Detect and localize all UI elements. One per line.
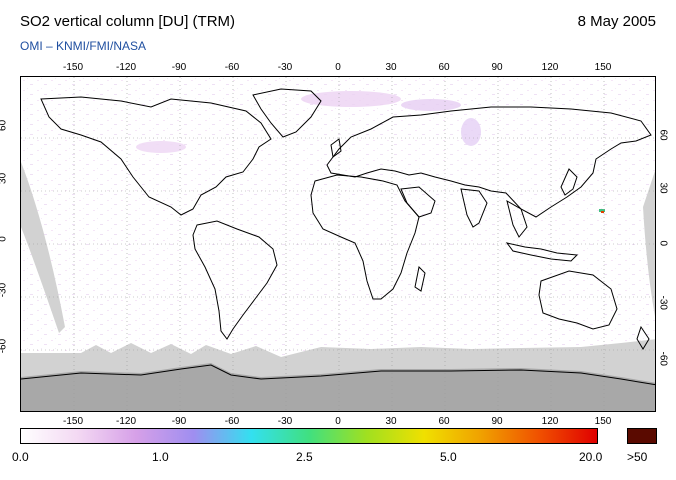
so2-patch: [136, 141, 186, 153]
lon-label-bottom: -90: [171, 416, 187, 427]
lat-label-left: 60: [0, 119, 9, 131]
so2-patch: [461, 118, 481, 146]
lon-label-top: -150: [62, 62, 84, 73]
lon-label-bottom: -120: [115, 416, 137, 427]
lon-label-bottom: -30: [277, 416, 293, 427]
lon-label-bottom: 150: [594, 416, 612, 427]
so2-map: [20, 76, 656, 412]
lon-label-bottom: 120: [541, 416, 559, 427]
lon-label-bottom: 90: [491, 416, 503, 427]
lon-label-bottom: -150: [62, 416, 84, 427]
colorbar-tick-label: 1.0: [152, 450, 169, 464]
lat-label-left: 30: [0, 172, 9, 184]
lon-label-top: 60: [438, 62, 450, 73]
colorbar-tick-label: >50: [627, 450, 648, 464]
lat-label-right: 0: [657, 240, 669, 247]
map-canvas: [21, 77, 655, 411]
lat-label-right: -60: [657, 351, 669, 366]
map-title: SO2 vertical column [DU] (TRM): [20, 13, 236, 30]
lon-label-top: 120: [541, 62, 559, 73]
lon-label-top: 30: [385, 62, 397, 73]
lon-label-bottom: -60: [224, 416, 240, 427]
antarctica: [21, 363, 655, 411]
lat-label-left: 0: [0, 236, 9, 242]
colorbar-tick-label: 0.0: [12, 450, 29, 464]
lon-label-top: -90: [171, 62, 187, 73]
lon-label-bottom: 60: [438, 416, 450, 427]
so2-patch: [301, 91, 401, 107]
map-date: 8 May 2005: [577, 13, 656, 30]
colorbar-max-swatch: [627, 428, 657, 444]
lat-label-right: 30: [657, 182, 669, 194]
so2-hotspot: [599, 209, 605, 212]
lat-label-left: -60: [0, 338, 9, 354]
lon-label-top: 0: [335, 62, 341, 73]
colorbar-tick-label: 20.0: [579, 450, 603, 464]
coastlines: [21, 88, 655, 386]
no-data-swath-left: [21, 162, 65, 333]
map-credit: OMI – KNMI/FMI/NASA: [20, 39, 147, 53]
lon-label-top: -30: [277, 62, 293, 73]
colorbar: [20, 428, 598, 444]
lat-label-right: -30: [657, 295, 669, 310]
so2-patch: [401, 99, 461, 111]
so2-hotspot: [601, 211, 604, 213]
no-data-swath-right: [643, 171, 655, 317]
colorbar-tick-label: 2.5: [296, 450, 313, 464]
lon-label-top: -60: [224, 62, 240, 73]
lon-label-bottom: 30: [385, 416, 397, 427]
lat-label-left: -30: [0, 282, 9, 298]
lon-label-top: 150: [594, 62, 612, 73]
colorbar-tick-label: 5.0: [440, 450, 457, 464]
lon-label-bottom: 0: [335, 416, 341, 427]
lat-label-right: 60: [657, 129, 669, 141]
lon-label-top: -120: [115, 62, 137, 73]
lon-label-top: 90: [491, 62, 503, 73]
